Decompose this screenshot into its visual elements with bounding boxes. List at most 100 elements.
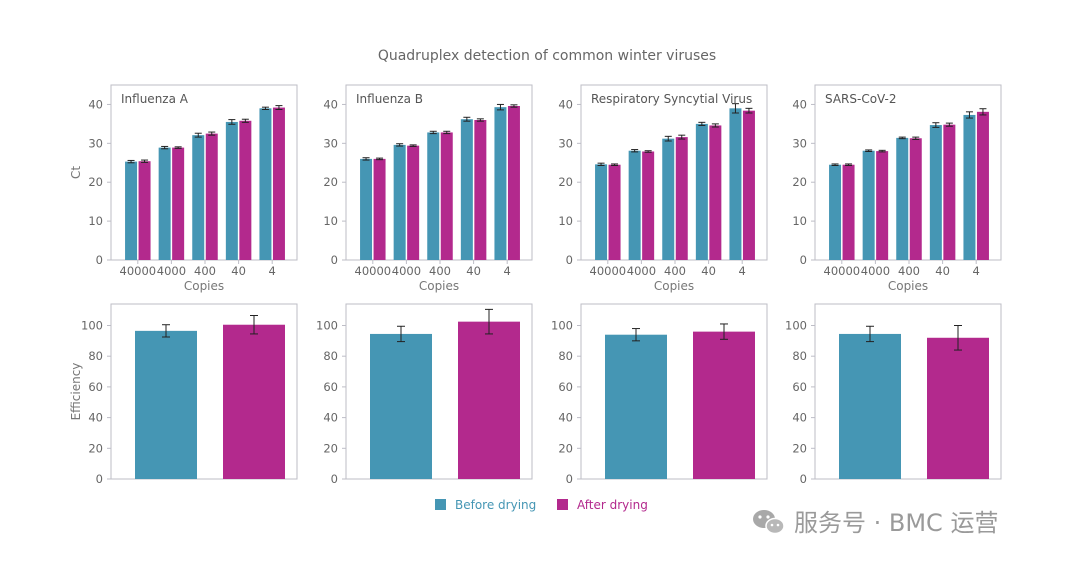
ct-panel-2-bar-before-4000 <box>393 144 406 260</box>
ct-panel-1-y-tick-label: 30 <box>88 136 103 150</box>
ct-panel-3-bar-before-400 <box>662 138 675 260</box>
ct-panel-1-x-tick-label: 40 <box>231 264 246 278</box>
eff-panel-4-y-tick-label: 60 <box>792 380 807 394</box>
ct-panel-4-x-tick-label: 4 <box>973 264 980 278</box>
ct-panel-4-bar-before-4000 <box>862 150 875 260</box>
ct-panel-3-y-tick-label: 0 <box>566 253 573 267</box>
legend-label-before: Before drying <box>455 498 536 512</box>
eff-panel-4-y-tick-label: 80 <box>792 349 807 363</box>
eff-panel-3-bar-before <box>605 334 667 479</box>
ct-panel-4-y-tick-label: 40 <box>792 97 807 111</box>
ct-panel-2-y-tick-label: 30 <box>323 136 338 150</box>
ct-panel-4-y-tick-label: 0 <box>800 253 807 267</box>
ct-panel-2-y-tick-label: 40 <box>323 97 338 111</box>
ct-panel-4-y-tick-label: 10 <box>792 214 807 228</box>
ct-panel-3-y-tick-label: 10 <box>558 214 573 228</box>
ct-panel-1-y-tick-label: 40 <box>88 97 103 111</box>
ct-panel-2-y-tick-label: 10 <box>323 214 338 228</box>
eff-panel-1-bar-before <box>135 330 197 479</box>
ct-panel-1-y-axis-label: Ct <box>69 166 83 179</box>
ct-panel-2-x-tick-label: 400 <box>429 264 451 278</box>
ct-panel-1-y-tick-label: 0 <box>96 253 103 267</box>
ct-panel-2-bar-after-400 <box>440 132 453 260</box>
ct-panel-4-bar-before-40 <box>929 125 942 260</box>
eff-panel-2-y-tick-label: 20 <box>323 441 338 455</box>
ct-panel-4-bar-after-4 <box>976 111 989 260</box>
ct-panel-3-x-tick-label: 40000 <box>590 264 627 278</box>
eff-panel-4-y-tick-label: 40 <box>792 411 807 425</box>
ct-panel-3-x-tick-label: 400 <box>664 264 686 278</box>
ct-panel-4-x-tick-label: 400 <box>898 264 920 278</box>
ct-panel-1-title: Influenza A <box>121 92 189 106</box>
legend-swatch-after <box>557 499 568 510</box>
ct-panel-3-bar-before-40 <box>695 123 708 260</box>
ct-panel-1-bar-before-40000 <box>125 161 138 260</box>
ct-panel-1-x-axis-label: Copies <box>184 279 224 293</box>
ct-panel-1-bar-after-4000 <box>172 147 185 260</box>
ct-panel-1-bar-after-40000 <box>138 161 151 260</box>
ct-panel-1-bar-after-400 <box>205 133 218 260</box>
eff-panel-4-y-tick-label: 0 <box>800 472 807 486</box>
ct-panel-4-x-tick-label: 40000 <box>824 264 861 278</box>
eff-panel-1-y-tick-label: 60 <box>88 380 103 394</box>
eff-panel-2-y-tick-label: 100 <box>316 318 338 332</box>
ct-panel-3-y-tick-label: 30 <box>558 136 573 150</box>
ct-panel-2-bar-after-4000 <box>407 145 420 260</box>
eff-panel-1-bar-after <box>223 324 285 479</box>
ct-panel-3-bar-after-4000 <box>642 151 655 260</box>
ct-panel-4-x-axis-label: Copies <box>888 279 928 293</box>
wechat-icon <box>753 510 785 535</box>
ct-panel-1-x-tick-label: 400 <box>194 264 216 278</box>
eff-panel-4-frame <box>814 303 1002 480</box>
eff-panel-4-y-tick-label: 20 <box>792 441 807 455</box>
ct-panel-2-x-axis-label: Copies <box>419 279 459 293</box>
watermark-text: 服务号 · BMC 运营 <box>794 509 998 537</box>
ct-panel-2-x-tick-label: 40 <box>466 264 481 278</box>
ct-panel-4-bar-before-4 <box>963 114 976 260</box>
ct-panel-2-bar-before-40 <box>460 119 473 260</box>
eff-panel-3-y-tick-label: 60 <box>558 380 573 394</box>
ct-panel-1-bar-after-40 <box>239 120 252 261</box>
eff-panel-3-frame <box>580 303 768 480</box>
legend-label-after: After drying <box>577 498 648 512</box>
ct-panel-3-bar-after-40 <box>709 125 722 260</box>
ct-panel-2-bar-before-40000 <box>360 158 373 260</box>
ct-panel-3-bar-before-40000 <box>595 164 608 260</box>
ct-panel-4-bar-after-40000 <box>842 164 855 260</box>
ct-panel-3-bar-before-4000 <box>628 150 641 260</box>
ct-panel-1-bar-after-4 <box>272 107 285 260</box>
ct-panel-3-x-tick-label: 4 <box>739 264 746 278</box>
ct-panel-4-bar-before-400 <box>896 137 909 260</box>
eff-panel-2-y-tick-label: 40 <box>323 411 338 425</box>
eff-panel-3-y-tick-label: 0 <box>566 472 573 486</box>
ct-panel-2-title: Influenza B <box>356 92 423 106</box>
ct-panel-3-bar-after-40000 <box>608 164 621 260</box>
legend-swatch-before <box>435 499 446 510</box>
eff-panel-2-bar-after <box>458 321 520 479</box>
eff-panel-1-frame <box>110 303 298 480</box>
ct-panel-3-y-tick-label: 40 <box>558 97 573 111</box>
eff-panel-1-y-tick-label: 40 <box>88 411 103 425</box>
eff-panel-4-bar-before <box>839 333 901 479</box>
legend: Before drying After drying <box>435 498 648 512</box>
eff-panel-3-bar-after <box>693 331 755 479</box>
ct-panel-4-x-tick-label: 40 <box>935 264 950 278</box>
eff-panel-3-y-tick-label: 20 <box>558 441 573 455</box>
eff-panel-4-y-tick-label: 100 <box>785 318 807 332</box>
ct-panel-4-bar-after-4000 <box>876 151 889 260</box>
ct-panel-1-bar-before-400 <box>192 135 205 260</box>
eff-panel-1-y-tick-label: 0 <box>96 472 103 486</box>
chart-title: Quadruplex detection of common winter vi… <box>378 48 716 64</box>
ct-panel-2-y-tick-label: 20 <box>323 175 338 189</box>
ct-panel-4-bar-after-400 <box>909 138 922 260</box>
eff-panel-2-y-tick-label: 80 <box>323 349 338 363</box>
eff-panel-1-y-tick-label: 100 <box>81 318 103 332</box>
ct-panel-2-y-tick-label: 0 <box>331 253 338 267</box>
ct-panel-2-bar-before-400 <box>427 132 440 260</box>
ct-panel-1-bar-before-4000 <box>158 147 171 260</box>
watermark: 服务号 · BMC 运营 <box>753 509 998 537</box>
ct-panel-2-bar-after-40000 <box>373 158 386 260</box>
ct-panel-3-title: Respiratory Syncytial Virus <box>591 92 752 106</box>
ct-panel-1-bar-before-4 <box>259 108 272 260</box>
